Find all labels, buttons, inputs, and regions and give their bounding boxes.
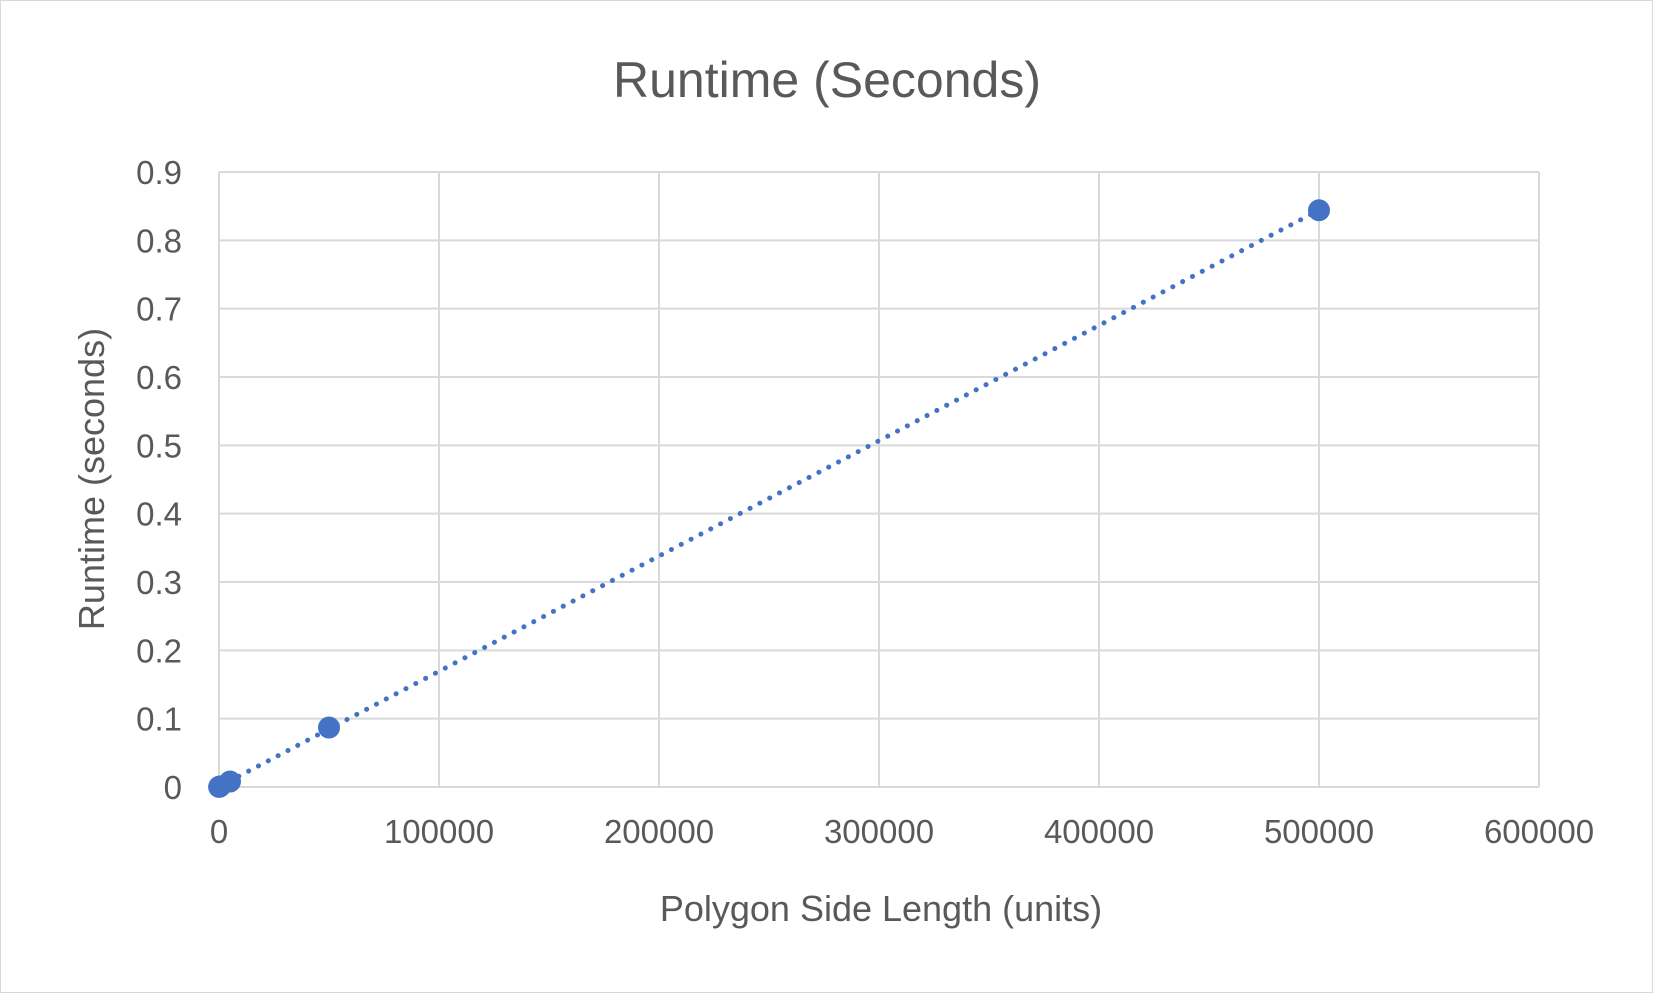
x-tick-label: 0 — [210, 813, 228, 850]
data-point — [1308, 199, 1330, 222]
data-point — [318, 716, 340, 739]
y-tick-label: 0.8 — [136, 222, 182, 259]
y-tick-label: 0.1 — [136, 701, 182, 738]
x-tick-labels: 0 100000 200000 300000 400000 500000 600000 — [210, 813, 1594, 850]
gridlines — [218, 171, 1540, 788]
data-point — [219, 770, 241, 793]
x-tick-label: 500000 — [1264, 813, 1374, 850]
y-tick-labels: 0 0.1 0.2 0.3 0.4 0.5 0.6 0.7 0.8 0.9 — [136, 154, 182, 806]
x-tick-label: 400000 — [1044, 813, 1154, 850]
y-tick-label: 0.3 — [136, 564, 182, 601]
y-tick-label: 0.5 — [136, 427, 182, 464]
x-tick-label: 300000 — [824, 813, 934, 850]
y-tick-label: 0.4 — [136, 496, 182, 533]
y-tick-label: 0.6 — [136, 359, 182, 396]
x-axis-label: Polygon Side Length (units) — [660, 888, 1102, 929]
x-tick-label: 100000 — [384, 813, 494, 850]
data-points — [208, 199, 1330, 798]
y-tick-label: 0 — [164, 769, 182, 806]
x-tick-label: 200000 — [604, 813, 714, 850]
chart-title: Runtime (Seconds) — [613, 52, 1041, 108]
y-tick-label: 0.7 — [136, 291, 182, 328]
y-tick-label: 0.2 — [136, 632, 182, 669]
y-axis-label: Runtime (seconds) — [71, 328, 112, 630]
y-tick-label: 0.9 — [136, 154, 182, 191]
trendline — [216, 207, 1322, 790]
x-tick-label: 600000 — [1484, 813, 1594, 850]
